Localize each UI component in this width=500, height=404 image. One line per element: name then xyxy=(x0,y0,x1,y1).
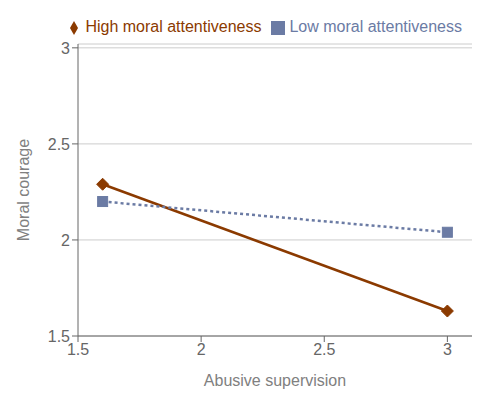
html-text:High moral attentiveness: High moral attentiveness xyxy=(85,18,262,35)
svg-text:1.5: 1.5 xyxy=(67,341,89,358)
html-text:Low moral attentiveness: Low moral attentiveness xyxy=(289,18,462,35)
svg-text:Abusive supervision: Abusive supervision xyxy=(204,372,346,389)
svg-text:3: 3 xyxy=(61,40,70,57)
svg-text:Moral courage: Moral courage xyxy=(15,139,32,241)
svg-text:2.5: 2.5 xyxy=(313,341,335,358)
svg-text:2: 2 xyxy=(61,232,70,249)
svg-text:3: 3 xyxy=(443,341,452,358)
svg-text:1.5: 1.5 xyxy=(48,328,70,345)
svg-text:2: 2 xyxy=(197,341,206,358)
svg-text:2.5: 2.5 xyxy=(48,136,70,153)
